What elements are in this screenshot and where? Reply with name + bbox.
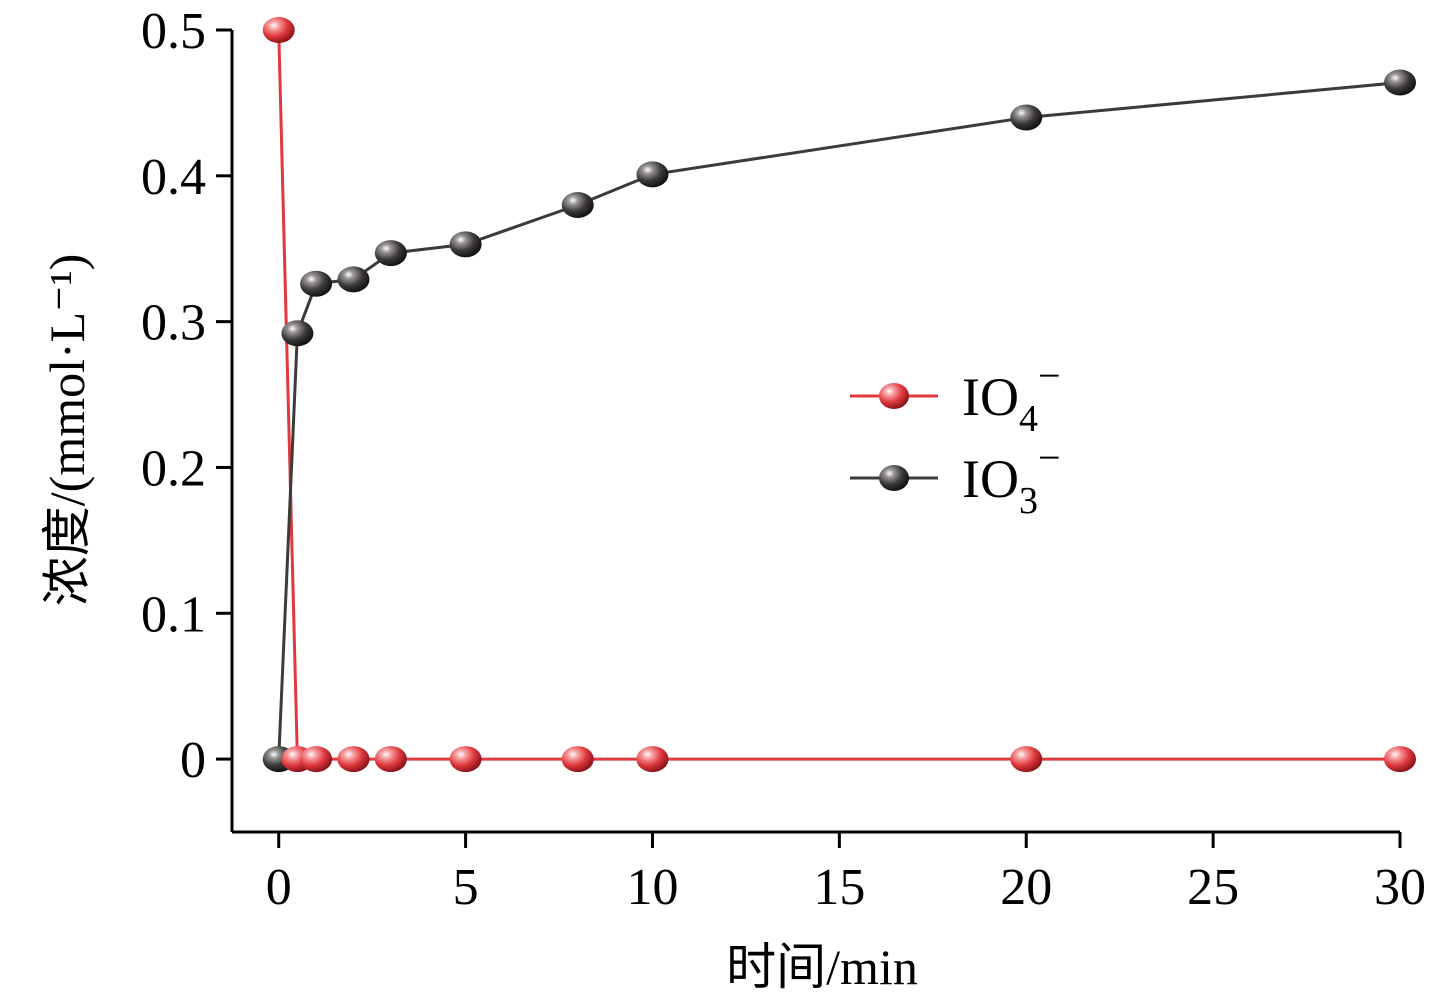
- legend-label-io4-sub: 4: [1019, 398, 1038, 440]
- y-tick-label: 0.3: [141, 295, 206, 352]
- data-point-series-0: [1010, 746, 1043, 773]
- legend-item-io4: IO4−: [850, 353, 1061, 440]
- legend-item-io3: IO3−: [850, 435, 1061, 522]
- x-ticks: 0 5 10 15 20 25 30: [266, 832, 1426, 916]
- legend-label-io3-sup: −: [1038, 435, 1061, 480]
- legend-label-io3: IO3−: [962, 435, 1061, 522]
- x-tick-label: 10: [626, 859, 678, 916]
- data-point-series-0: [561, 746, 594, 773]
- legend-marker-io3: [879, 465, 909, 491]
- data-point-series-1: [337, 266, 370, 293]
- y-tick-label: 0: [180, 732, 206, 789]
- legend: IO4− IO3−: [850, 353, 1061, 522]
- series-layer: [262, 17, 1416, 773]
- data-point-series-1: [561, 191, 594, 218]
- y-tick-label: 0.4: [141, 149, 206, 206]
- x-tick-label: 30: [1374, 859, 1426, 916]
- data-point-series-1: [281, 320, 314, 347]
- legend-label-io3-main: IO: [962, 449, 1019, 509]
- data-point-series-1: [300, 270, 333, 297]
- data-point-series-1: [1384, 69, 1416, 96]
- x-axis-title: 时间/min: [726, 939, 918, 995]
- y-tick-label: 0.2: [141, 440, 206, 497]
- series-lines: [277, 29, 1401, 761]
- data-point-series-0: [1384, 746, 1416, 773]
- data-point-series-0: [262, 17, 295, 43]
- data-point-series-1: [1010, 104, 1043, 131]
- x-tick-label: 20: [1000, 859, 1052, 916]
- x-tick-label: 15: [813, 859, 865, 916]
- series-line-0: [277, 29, 1400, 761]
- x-tick-label: 25: [1187, 859, 1239, 916]
- y-axis-title: 浓度/(mmol·L⁻¹): [39, 254, 95, 606]
- data-point-series-1: [374, 240, 407, 267]
- x-tick-label: 0: [266, 859, 292, 916]
- legend-label-io3-sub: 3: [1019, 480, 1038, 522]
- y-tick-label: 0.1: [141, 586, 206, 643]
- legend-label-io4: IO4−: [962, 353, 1061, 440]
- data-point-series-0: [449, 746, 482, 773]
- data-point-series-0: [300, 746, 333, 773]
- data-point-series-0: [337, 746, 370, 773]
- y-ticks: 0 0.1 0.2 0.3 0.4 0.5: [141, 3, 232, 789]
- legend-label-io4-main: IO: [962, 367, 1019, 427]
- legend-marker-io4: [879, 383, 909, 409]
- x-tick-label: 5: [453, 859, 479, 916]
- data-point-series-1: [449, 231, 482, 258]
- legend-label-io4-sup: −: [1038, 353, 1061, 398]
- series-line-1: [277, 81, 1401, 760]
- data-point-series-0: [374, 746, 407, 773]
- data-point-series-0: [636, 746, 669, 773]
- y-tick-label: 0.5: [141, 3, 206, 60]
- series-markers: [262, 17, 1416, 773]
- axes: [230, 30, 1400, 834]
- data-point-series-1: [636, 161, 669, 188]
